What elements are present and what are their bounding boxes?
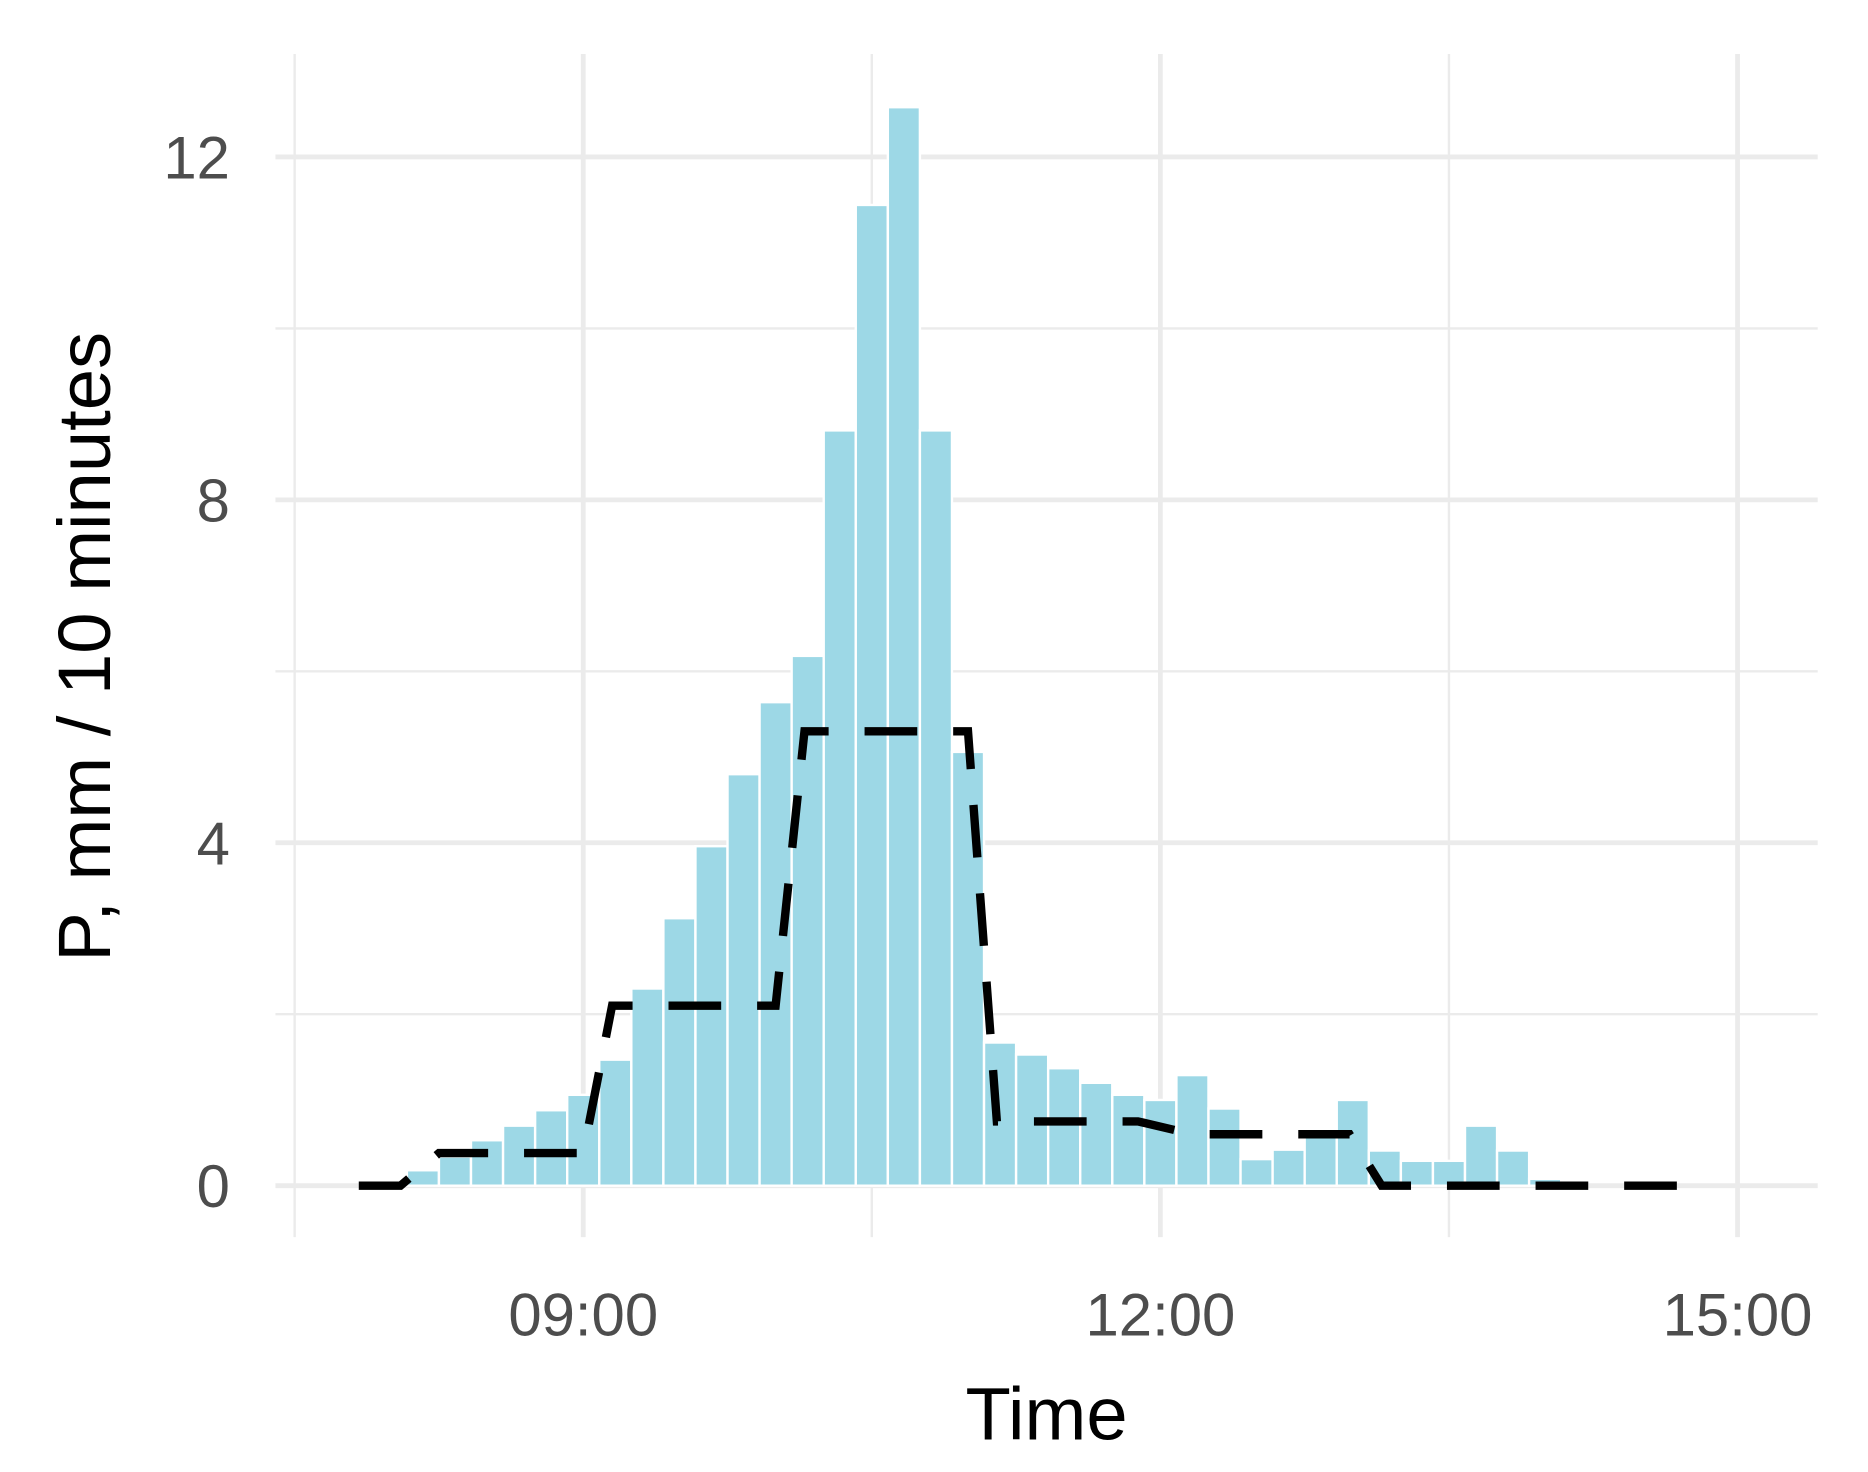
y-tick-label: 4 [197,810,230,877]
bar [886,106,922,1187]
bar [662,917,697,1187]
bar [437,1155,473,1187]
bar [918,429,954,1187]
bar [1335,1098,1371,1187]
bar [1207,1107,1242,1187]
y-tick-label: 12 [163,124,230,191]
bar [950,750,986,1187]
x-tick-label: 15:00 [1663,1281,1813,1348]
x-tick-label: 12:00 [1085,1281,1235,1348]
y-tick-label: 0 [197,1153,230,1220]
bar [1303,1131,1338,1187]
bar [1495,1149,1531,1187]
y-tick-label: 8 [197,467,230,534]
bar [822,429,857,1187]
bar [694,845,729,1187]
bar [469,1139,505,1187]
bar [758,700,793,1187]
bar [598,1058,633,1187]
bar [630,987,665,1187]
y-axis-title: P, mm / 10 minutes [43,332,126,962]
bar [726,772,761,1187]
bar [1463,1124,1499,1187]
bar [1046,1067,1082,1187]
bar [1271,1148,1306,1187]
bar [1175,1073,1210,1187]
bar [1111,1093,1146,1187]
bar [1079,1081,1114,1187]
bar [405,1169,441,1187]
bar [790,654,825,1187]
bar [854,203,890,1187]
bar [1143,1098,1178,1187]
x-axis-title: Time [965,1372,1127,1455]
bar [1239,1157,1274,1187]
dashed-line [358,727,1687,1190]
bar [533,1109,569,1187]
x-tick-label: 09:00 [508,1281,658,1348]
